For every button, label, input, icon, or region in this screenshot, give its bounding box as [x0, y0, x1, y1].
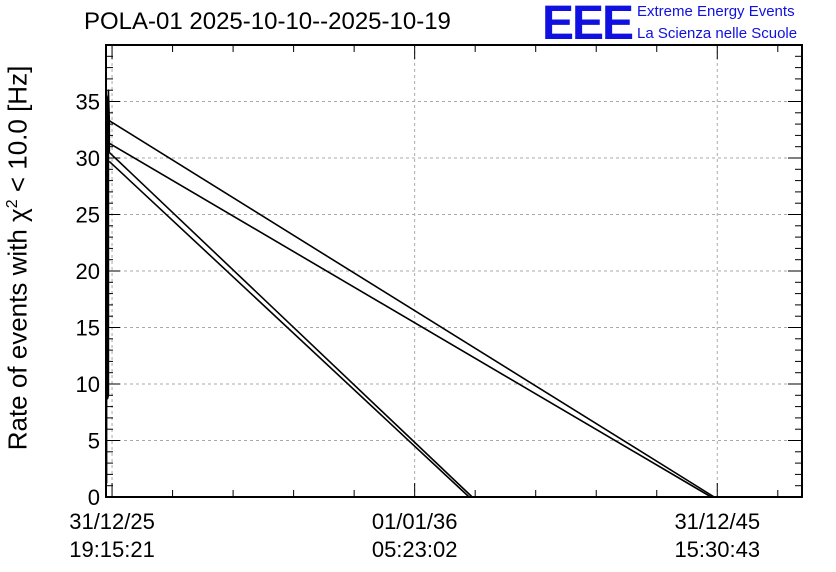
y-tick-label: 30	[76, 146, 100, 171]
series-line	[108, 120, 715, 498]
tick-labels-layer: 0 5 10 15 20 25 30 35 31/12/25 19:15:21 01/01/36 05…	[69, 90, 760, 563]
y-axis-label: Rate of events with χ2 < 10.0 [Hz]	[3, 66, 34, 451]
y-axis-label-sup: 2	[3, 199, 21, 209]
x-tick-label-date: 31/12/45	[674, 509, 760, 534]
y-tick-label: 5	[88, 429, 100, 454]
y-tick-label: 15	[76, 316, 100, 341]
plot-frame	[105, 44, 803, 498]
x-tick-label-time: 15:30:43	[674, 537, 760, 562]
x-tick-label-time: 05:23:02	[372, 537, 458, 562]
y-axis-label-prefix: Rate of events with χ	[2, 208, 33, 451]
grid-layer	[106, 45, 802, 497]
logo-line-1: Extreme Energy Events	[637, 3, 795, 20]
y-tick-label: 0	[88, 485, 100, 510]
y-tick-label: 35	[76, 90, 100, 115]
chart-title: POLA-01 2025-10-10--2025-10-19	[84, 8, 451, 35]
x-tick-label-date: 01/01/36	[372, 509, 458, 534]
series-line	[108, 160, 470, 498]
series-line	[108, 151, 473, 498]
y-tick-label: 20	[76, 259, 100, 284]
series-line	[108, 142, 712, 498]
x-tick-label-time: 19:15:21	[69, 537, 155, 562]
y-tick-label: 25	[76, 203, 100, 228]
series-line	[105, 89, 111, 484]
x-tick-label-date: 31/12/25	[69, 509, 155, 534]
eee-logo-mark: EEE	[542, 0, 634, 50]
series-layer	[105, 89, 715, 498]
logo-line-2: La Scienza nelle Scuole	[637, 25, 798, 42]
y-tick-label: 10	[76, 372, 100, 397]
y-axis-label-suffix: < 10.0 [Hz]	[2, 65, 33, 200]
